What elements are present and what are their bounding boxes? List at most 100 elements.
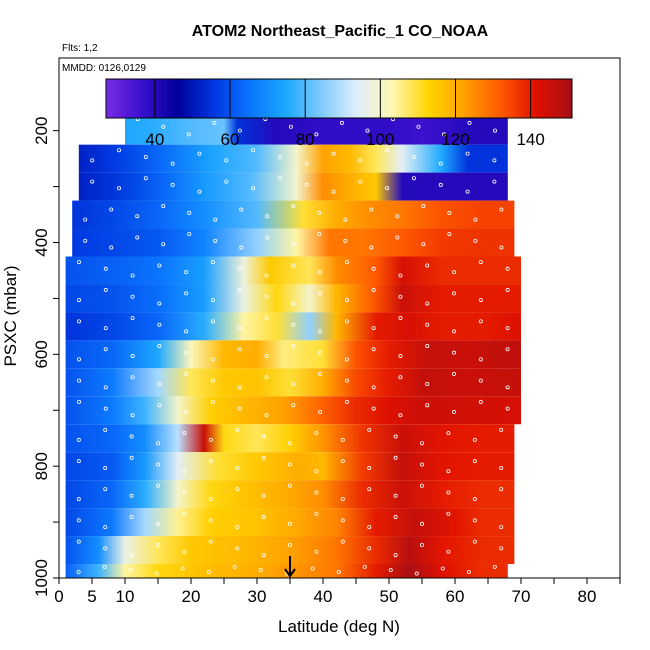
colorbar-tick-label: 40	[145, 130, 164, 149]
sample-point	[157, 403, 162, 408]
sample-point	[371, 406, 376, 411]
sample-point	[446, 431, 451, 436]
sample-point	[102, 564, 107, 569]
sample-point	[478, 298, 483, 303]
sample-point	[314, 132, 319, 137]
sample-point	[83, 238, 88, 243]
sample-point	[76, 539, 81, 544]
sample-point	[224, 158, 229, 163]
sample-point	[154, 571, 159, 576]
sample-point	[318, 371, 323, 376]
sample-point	[358, 158, 363, 163]
x-tick-label: 20	[182, 587, 201, 606]
sample-point	[287, 543, 292, 548]
sample-point	[157, 263, 162, 268]
sample-point	[473, 217, 478, 222]
sample-point	[264, 413, 269, 418]
sample-point	[371, 326, 376, 331]
sample-point	[261, 434, 266, 439]
y-tick-label: 1000	[32, 559, 51, 597]
sample-point	[395, 214, 400, 219]
sample-point	[369, 207, 374, 212]
sample-point	[393, 493, 398, 498]
sample-point	[76, 357, 81, 362]
sample-point	[109, 207, 114, 212]
sample-point	[425, 301, 430, 306]
sample-point	[128, 568, 133, 573]
sample-point	[235, 546, 240, 551]
sample-point	[210, 399, 215, 404]
sample-point	[493, 128, 498, 133]
sample-point	[208, 497, 213, 502]
sample-point	[499, 427, 504, 432]
sample-point	[208, 539, 213, 544]
sample-point	[197, 189, 202, 194]
sample-point	[103, 266, 108, 271]
sample-point	[258, 568, 263, 573]
sample-point	[452, 270, 457, 275]
sample-point	[287, 441, 292, 446]
sample-point	[472, 539, 477, 544]
x-axis: 0 5 10 20 30 40 50 60 70 80	[54, 578, 621, 606]
sample-point	[277, 176, 282, 181]
heatmap-band	[78, 144, 508, 173]
heatmap-band	[65, 480, 515, 509]
sample-point	[130, 315, 135, 320]
sample-point	[210, 298, 215, 303]
sample-point	[237, 406, 242, 411]
sample-point	[452, 371, 457, 376]
sample-point	[237, 128, 242, 133]
sample-point	[438, 161, 443, 166]
sample-point	[264, 315, 269, 320]
sample-point	[398, 273, 403, 278]
sample-point	[184, 270, 189, 275]
sample-point	[76, 298, 81, 303]
colorbar-tick-label: 120	[441, 130, 469, 149]
sample-point	[291, 381, 296, 386]
sample-point	[505, 347, 510, 352]
sample-point	[425, 343, 430, 348]
sample-point	[419, 462, 424, 467]
sample-point	[264, 375, 269, 380]
latitude-marker-arrow	[284, 556, 296, 578]
sample-point	[419, 483, 424, 488]
sample-point	[492, 179, 497, 184]
sample-point	[472, 437, 477, 442]
sample-point	[499, 546, 504, 551]
sample-point	[472, 518, 477, 523]
sample-point	[339, 120, 344, 125]
sample-point	[76, 437, 81, 442]
colorbar-gradient	[105, 78, 573, 119]
x-tick-label: 40	[314, 587, 333, 606]
sample-point	[287, 483, 292, 488]
sample-point	[186, 132, 191, 137]
y-tick-label: 800	[32, 452, 51, 480]
heatmap-band	[65, 424, 515, 453]
sample-point	[210, 319, 215, 324]
sample-point	[446, 490, 451, 495]
heatmap-band	[65, 340, 521, 369]
sample-point	[318, 329, 323, 334]
sample-point	[135, 214, 140, 219]
sample-point	[143, 176, 148, 181]
sample-point	[505, 326, 510, 331]
sample-point	[340, 497, 345, 502]
sample-point	[371, 347, 376, 352]
sample-point	[182, 431, 187, 436]
sample-point	[499, 525, 504, 530]
sample-point	[213, 217, 218, 222]
sample-point	[117, 186, 122, 191]
sample-point	[235, 427, 240, 432]
sample-point	[155, 483, 160, 488]
sample-point	[314, 511, 319, 516]
sample-point	[385, 186, 390, 191]
sample-point	[447, 210, 452, 215]
x-tick-label: 10	[116, 587, 135, 606]
x-tick-label: 5	[87, 587, 96, 606]
sample-point	[76, 459, 81, 464]
sample-point	[130, 354, 135, 359]
sample-point	[499, 245, 504, 250]
sample-point	[129, 434, 134, 439]
sample-point	[425, 263, 430, 268]
sample-point	[212, 120, 217, 125]
